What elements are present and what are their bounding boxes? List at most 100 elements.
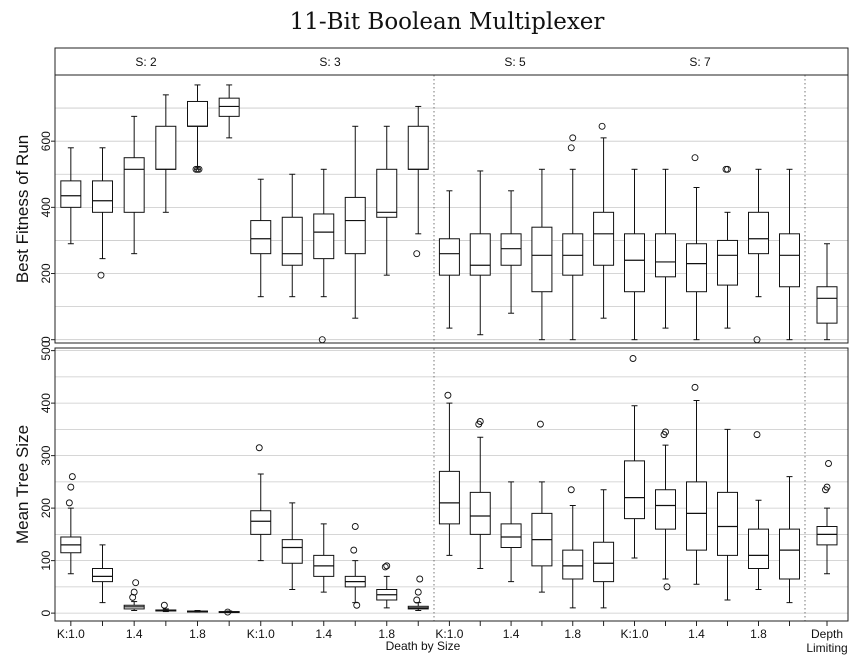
outlier-point (130, 588, 138, 596)
outlier-point (132, 579, 140, 587)
box-1-0-0 (60, 473, 82, 575)
box-iqr (779, 528, 800, 580)
box-1-3-0 (624, 355, 645, 559)
box-0-3-5 (779, 168, 800, 341)
outlier-point (724, 165, 731, 173)
box-iqr (593, 211, 615, 266)
outlier-point (414, 588, 422, 596)
box-1-2-1 (469, 418, 491, 569)
strip-label: S: 2 (135, 55, 157, 69)
box-iqr (123, 157, 145, 213)
outlier-point (195, 165, 203, 173)
box-0-4-0 (816, 243, 838, 341)
box-0-1-5 (407, 105, 429, 258)
box-iqr (469, 233, 491, 276)
box-0-2-4 (562, 134, 584, 341)
box-1-2-2 (500, 481, 522, 583)
outlier-point (536, 420, 544, 428)
outlier-point (753, 431, 761, 439)
y-tick-label: 400 (39, 393, 53, 413)
box-1-3-2 (686, 383, 707, 585)
box-0-0-1 (92, 147, 113, 279)
box-0-0-4 (187, 84, 208, 173)
panel-frame (54, 74, 849, 344)
box-0-2-5 (593, 122, 615, 319)
outlier-point (416, 575, 424, 583)
x-tick-label: 1.8 (378, 627, 395, 641)
box-0-3-2 (686, 154, 707, 341)
box-iqr (92, 568, 113, 583)
box-iqr (281, 216, 303, 266)
box-0-3-0 (624, 168, 645, 341)
box-0-1-0 (250, 178, 272, 298)
box-iqr (313, 213, 335, 260)
x-tick-label: 1.4 (688, 627, 705, 641)
y-axis-title: Mean Tree Size (13, 425, 32, 544)
box-iqr (218, 97, 240, 117)
y-tick-label: 200 (39, 498, 53, 518)
box-iqr (562, 233, 584, 276)
outlier-point (598, 122, 606, 130)
y-tick-label: 500 (39, 340, 53, 360)
outlier-point (569, 134, 577, 142)
box-iqr (250, 220, 272, 255)
x-tick-label: 1.4 (315, 627, 332, 641)
box-iqr (593, 541, 615, 583)
outlier-point (663, 583, 671, 591)
outlier-point (413, 250, 421, 258)
strip-label: S: 5 (504, 55, 526, 69)
outlier-point (68, 473, 76, 481)
x-tick-label: K:1.0 (57, 627, 85, 641)
outlier-point (350, 546, 358, 554)
box-1-1-4 (376, 562, 398, 609)
box-0-3-4 (748, 168, 769, 344)
box-0-2-2 (500, 190, 522, 314)
outlier-point (67, 483, 75, 491)
box-1-3-3 (717, 428, 738, 601)
box-iqr (686, 481, 707, 551)
box-1-1-2 (313, 523, 335, 593)
outlier-point (383, 562, 391, 570)
box-1-0-5 (218, 608, 240, 616)
outlier-point (567, 144, 575, 152)
box-1-2-3 (531, 420, 553, 593)
box-1-2-0 (438, 391, 460, 556)
box-1-1-0 (250, 444, 272, 562)
box-0-0-0 (60, 147, 82, 245)
x-tick-label: Limiting (806, 641, 847, 655)
outlier-point (160, 601, 168, 609)
x-tick-label: K:1.0 (247, 627, 275, 641)
outlier-point (351, 523, 359, 530)
box-iqr (376, 168, 398, 218)
box-0-0-2 (123, 115, 145, 255)
box-1-3-4 (748, 431, 769, 590)
outlier-point (567, 486, 575, 494)
y-tick-label: 600 (39, 131, 53, 151)
box-1-2-4 (562, 486, 584, 609)
x-tick-label: K:1.0 (620, 627, 648, 641)
box-iqr (717, 239, 738, 286)
strip-label: S: 3 (319, 55, 341, 69)
box-iqr (250, 510, 272, 535)
box-iqr (686, 243, 707, 293)
box-iqr (816, 526, 838, 546)
box-iqr (438, 238, 460, 276)
y-tick-label: 100 (39, 550, 53, 570)
y-tick-label: 200 (39, 263, 53, 283)
box-iqr (562, 549, 584, 580)
box-1-1-1 (281, 502, 303, 590)
box-iqr (531, 226, 553, 293)
outlier-point (662, 428, 669, 436)
chart-title: 11-Bit Boolean Multiplexer (290, 9, 605, 35)
x-tick-label: K:1.0 (435, 627, 463, 641)
x-tick-label: 1.4 (503, 627, 520, 641)
box-1-4-0 (816, 460, 838, 575)
outlier-point (65, 499, 73, 507)
box-iqr (407, 125, 429, 170)
box-1-0-1 (92, 544, 113, 604)
outlier-point (444, 391, 452, 399)
box-0-1-2 (313, 168, 335, 344)
box-iqr (281, 539, 303, 564)
box-1-2-5 (593, 489, 615, 609)
